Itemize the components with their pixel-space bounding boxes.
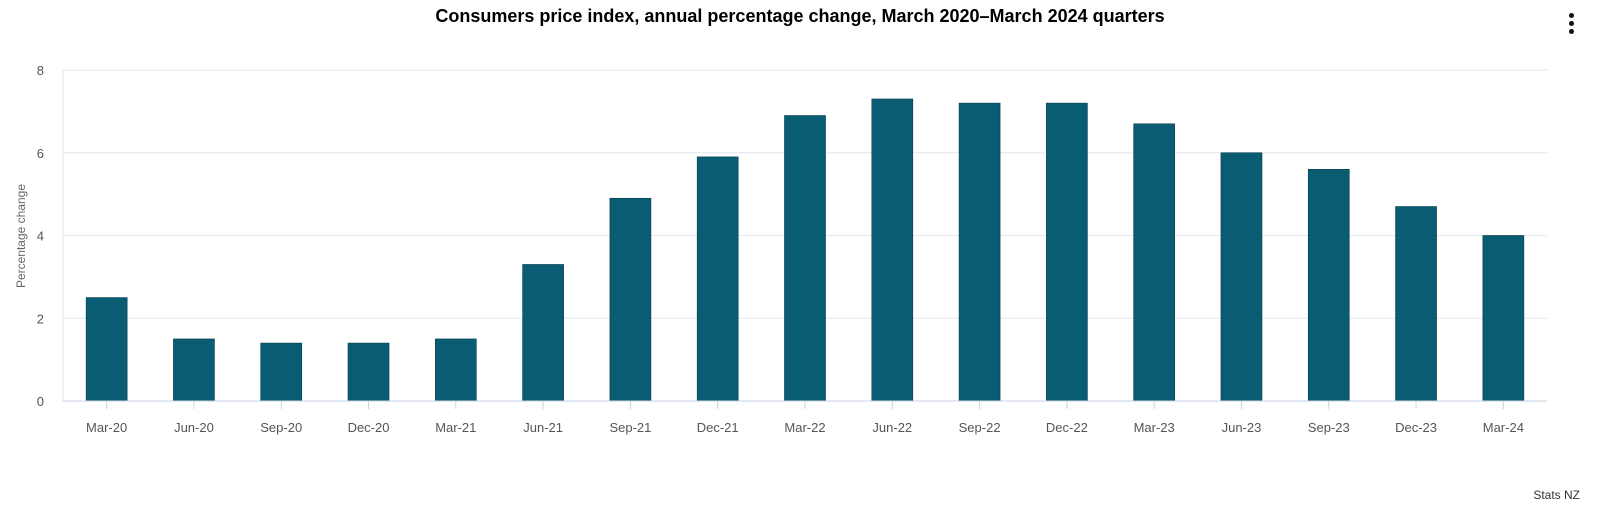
x-tick-label: Sep-22: [959, 420, 1001, 435]
bar[interactable]: [435, 338, 477, 402]
bar[interactable]: [522, 264, 564, 402]
y-tick-label: 4: [37, 229, 44, 244]
bar[interactable]: [1220, 152, 1263, 402]
x-tick-label: Mar-22: [784, 420, 825, 435]
x-tick-label: Dec-23: [1395, 420, 1437, 435]
x-tick-label: Mar-20: [86, 420, 127, 435]
x-tick-label: Jun-21: [523, 420, 563, 435]
source-credit: Stats NZ: [1533, 488, 1580, 502]
x-tick-label: Jun-22: [872, 420, 912, 435]
bar[interactable]: [85, 297, 128, 402]
bar[interactable]: [696, 156, 739, 402]
bar[interactable]: [1133, 123, 1175, 402]
x-tick-label: Jun-20: [174, 420, 214, 435]
bar[interactable]: [173, 338, 215, 402]
bar[interactable]: [1482, 235, 1525, 402]
bar[interactable]: [609, 197, 652, 402]
bar[interactable]: [784, 115, 826, 402]
bar-series: [85, 98, 1525, 402]
x-tick-label: Mar-24: [1483, 420, 1524, 435]
x-axis: Mar-20 Jun-20 Sep-20 Dec-20 Mar-21 Jun-21 Sep-…: [63, 400, 1547, 435]
x-tick-label: Mar-23: [1134, 420, 1175, 435]
bar[interactable]: [958, 102, 1001, 402]
x-tick-label: Jun-23: [1222, 420, 1262, 435]
x-tick-label: Dec-21: [697, 420, 739, 435]
x-tick-label: Sep-20: [260, 420, 302, 435]
x-tick-label: Sep-21: [609, 420, 651, 435]
chart-title: Consumers price index, annual percentage…: [435, 6, 1165, 26]
bar[interactable]: [871, 98, 914, 402]
x-tick-label: Mar-21: [435, 420, 476, 435]
chart-menu-button[interactable]: [1564, 12, 1580, 38]
y-tick-label: 6: [37, 146, 44, 161]
bar[interactable]: [260, 342, 303, 402]
x-tick-label: Sep-23: [1308, 420, 1350, 435]
x-tick-label: Dec-20: [348, 420, 390, 435]
y-axis-title: Percentage change: [14, 184, 28, 288]
y-tick-label: 8: [37, 63, 44, 78]
y-tick-label: 2: [37, 311, 44, 326]
y-axis: 0 2 4 6 8: [37, 63, 44, 409]
bar[interactable]: [1395, 206, 1437, 402]
bar[interactable]: [347, 342, 390, 402]
y-tick-label: 0: [37, 394, 44, 409]
bar[interactable]: [1307, 169, 1350, 402]
bar[interactable]: [1046, 102, 1088, 402]
x-tick-label: Dec-22: [1046, 420, 1088, 435]
